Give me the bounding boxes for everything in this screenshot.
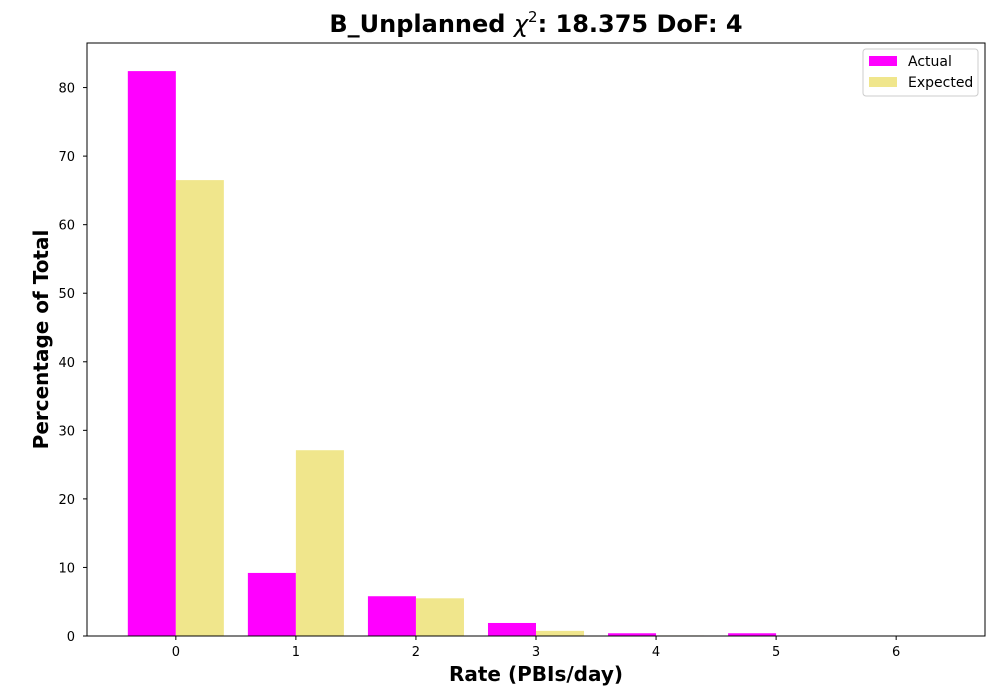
- legend-swatch-actual: [869, 56, 897, 66]
- bar-expected-1: [295, 450, 344, 636]
- bars-layer: [127, 71, 825, 636]
- bar-actual-1: [247, 572, 296, 636]
- bar-expected-3: [536, 630, 585, 636]
- y-tick-label: 20: [58, 493, 75, 508]
- chart-title-prefix: B_Unplanned: [329, 10, 513, 38]
- y-tick-label: 60: [58, 219, 75, 234]
- y-tick-label: 50: [58, 287, 75, 302]
- bar-expected-0: [175, 180, 224, 636]
- chart-title: B_Unplanned χ2: 18.375 DoF: 4: [329, 8, 742, 38]
- bar-actual-4: [608, 633, 657, 636]
- x-tick-label: 2: [412, 645, 420, 660]
- bar-actual-0: [127, 71, 176, 636]
- plot-frame: [86, 42, 986, 637]
- y-tick-label: 0: [67, 630, 75, 645]
- y-tick-label: 30: [58, 424, 75, 439]
- bar-actual-2: [367, 596, 416, 636]
- legend: Actual Expected: [862, 48, 979, 97]
- chart-title-suffix: : 18.375 DoF: 4: [538, 10, 743, 38]
- y-tick-label: 40: [58, 356, 75, 371]
- legend-swatch-expected: [869, 77, 897, 87]
- x-axis-ticks: 0 1 2 3 4 5 6: [172, 636, 900, 660]
- chart-title-chi-symbol: χ: [512, 10, 529, 38]
- y-axis-ticks: 0 10 20 30 40 50 60 70 80: [58, 82, 87, 645]
- x-tick-label: 5: [772, 645, 780, 660]
- x-tick-label: 6: [892, 645, 900, 660]
- y-axis-title: Percentage of Total: [29, 230, 53, 450]
- x-tick-label: 1: [292, 645, 300, 660]
- y-tick-label: 80: [58, 82, 75, 97]
- chart-title-superscript: 2: [528, 8, 538, 26]
- bar-expected-2: [415, 598, 464, 636]
- bar-actual-3: [487, 622, 536, 636]
- x-tick-label: 4: [652, 645, 660, 660]
- y-tick-label: 70: [58, 150, 75, 165]
- y-tick-label: 10: [58, 561, 75, 576]
- legend-label-expected: Expected: [908, 75, 973, 91]
- bar-actual-5: [728, 633, 777, 636]
- x-tick-label: 3: [532, 645, 540, 660]
- legend-label-actual: Actual: [908, 54, 952, 70]
- x-axis-title: Rate (PBIs/day): [449, 662, 623, 686]
- x-tick-label: 0: [172, 645, 180, 660]
